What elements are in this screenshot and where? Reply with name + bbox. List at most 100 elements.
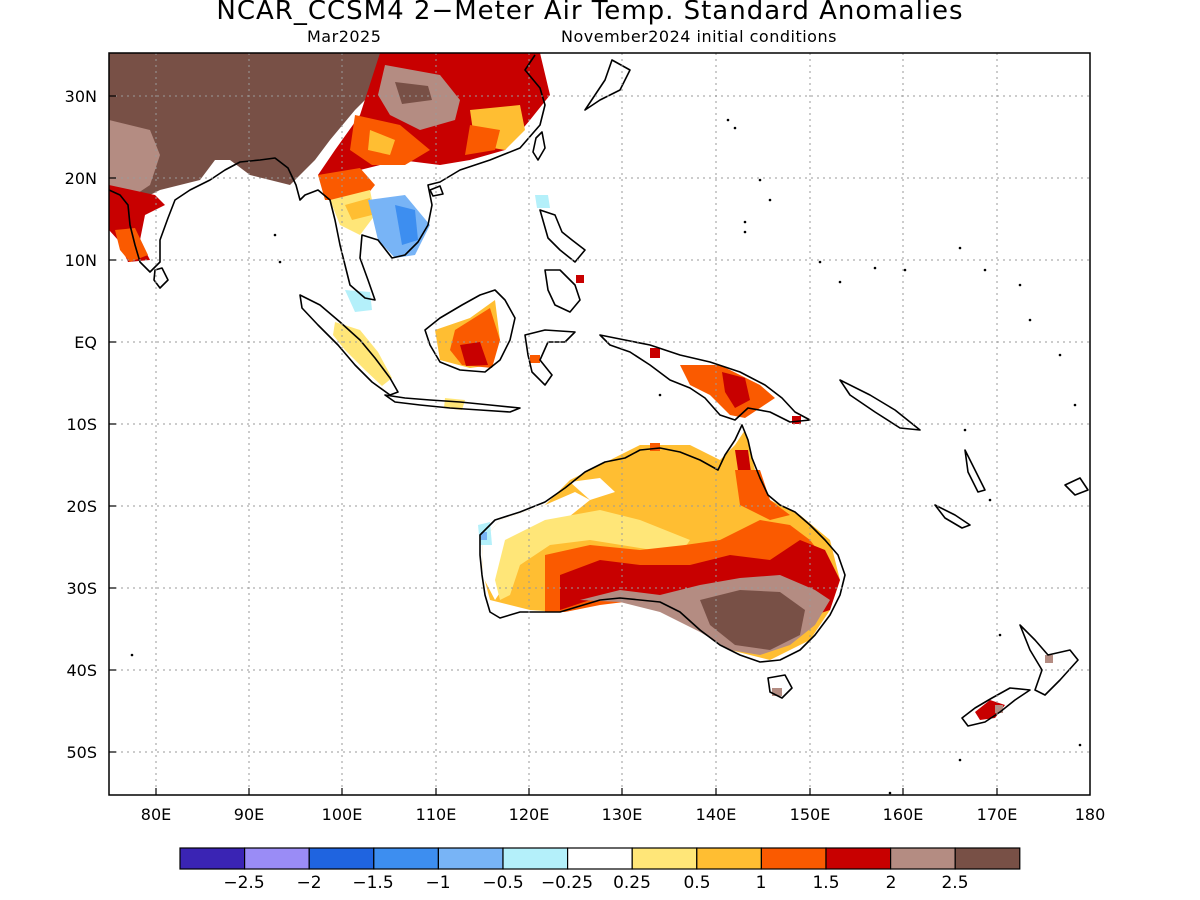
anomaly-region-nt-red <box>650 443 660 451</box>
anomaly-region-australia-yellow-band <box>495 510 690 600</box>
longitude-labels: 80E 90E 100E 110E 120E 130E 140E 150E 16… <box>141 805 1106 824</box>
legend-swatch-6 <box>502 847 569 870</box>
lat-lon-grid <box>109 53 1090 795</box>
legend-swatch-8 <box>631 847 698 870</box>
legend-swatch-2 <box>244 847 310 870</box>
anomaly-region-sumatra <box>333 322 392 386</box>
anomaly-region-australia-west-blue-core <box>481 532 487 540</box>
legend-label-9: 1 <box>756 873 767 893</box>
anomaly-region-borneo-red <box>460 342 488 366</box>
lon-label-100e: 100E <box>322 805 363 824</box>
coastline-new-caledonia <box>934 504 971 529</box>
lat-label-10n: 10N <box>65 251 97 270</box>
anomaly-region-malaya <box>345 290 372 312</box>
anomaly-region-indochina-blue-core <box>395 205 418 245</box>
coastline-solomons <box>839 379 921 431</box>
coastline-java <box>384 394 521 413</box>
anomaly-region-india-north <box>109 120 160 200</box>
coastline-fiji <box>1064 477 1089 496</box>
legend-label-1: −2.5 <box>223 873 264 893</box>
lat-label-20n: 20N <box>65 169 97 188</box>
lon-label-90e: 90E <box>234 805 264 824</box>
coastline-borneo <box>424 289 516 373</box>
coastline-australia <box>479 424 846 663</box>
lat-label-30n: 30N <box>65 87 97 106</box>
legend-label-7: 0.25 <box>613 873 651 893</box>
lat-label-40s: 40S <box>66 661 97 680</box>
anomaly-region-tasmania <box>772 688 782 696</box>
anomaly-region-new-zealand-north <box>1045 655 1053 663</box>
axis-ticks <box>109 95 998 795</box>
coastline-new-guinea <box>599 334 811 423</box>
legend-swatch-12 <box>889 847 956 870</box>
anomaly-region-australia-dark-brown <box>700 590 805 650</box>
legend-label-12: 2.5 <box>941 873 968 893</box>
forecast-month: Mar2025 <box>307 27 382 46</box>
lat-label-30s: 30S <box>66 579 97 598</box>
legend-label-5: −0.5 <box>482 873 523 893</box>
lon-label-80e: 80E <box>141 805 171 824</box>
legend-swatch-7 <box>566 847 633 870</box>
coastlines <box>109 54 1089 727</box>
anomaly-region-china-coast <box>465 125 500 155</box>
coastline-philippines-luzon <box>539 209 586 263</box>
coastline-tasmania <box>767 674 793 699</box>
lon-label-150e: 150E <box>790 805 831 824</box>
legend-label-8: 0.5 <box>683 873 710 893</box>
anomaly-region-queensland-orange <box>735 470 790 520</box>
legend-swatch-10 <box>760 847 827 870</box>
latitude-labels: 30N 20N 10N EQ 10S 20S 30S 40S 50S <box>65 87 97 762</box>
legend-swatch-1 <box>179 847 246 870</box>
legend-swatch-13 <box>954 847 1021 870</box>
coastline-sulawesi <box>524 329 576 386</box>
lat-label-20s: 20S <box>66 497 97 516</box>
coastline-taiwan <box>532 131 546 161</box>
legend-colorbar <box>179 847 1021 870</box>
coastline-sumatra <box>299 294 399 396</box>
lon-label-120e: 120E <box>509 805 550 824</box>
lat-label-10s: 10S <box>66 415 97 434</box>
anomaly-region-sulawesi <box>530 355 540 363</box>
lon-label-110e: 110E <box>416 805 457 824</box>
anomaly-region-tibet <box>109 53 385 205</box>
legend-label-3: −1.5 <box>352 873 393 893</box>
anomaly-region-australia-north-white <box>570 478 615 500</box>
coastline-new-zealand-south <box>961 687 1031 727</box>
lon-label-180: 180 <box>1075 805 1106 824</box>
legend-swatch-5 <box>437 847 504 870</box>
lon-label-130e: 130E <box>602 805 643 824</box>
lat-label-50s: 50S <box>66 743 97 762</box>
coastline-vanuatu <box>964 449 986 493</box>
map-title: NCAR_CCSM4 2−Meter Air Temp. Standard An… <box>216 0 964 26</box>
legend-label-2: −2 <box>296 873 321 893</box>
legend-swatch-3 <box>308 847 375 870</box>
coastline-philippines-south <box>544 269 581 313</box>
legend-swatch-9 <box>696 847 762 870</box>
legend-labels: −2.5 −2 −1.5 −1 −0.5 −0.25 0.25 0.5 1 1.… <box>223 873 968 893</box>
lon-label-140e: 140E <box>696 805 737 824</box>
coastline-japan <box>584 59 631 111</box>
legend-label-6: −0.25 <box>541 873 593 893</box>
anomaly-region-new-britain <box>792 416 801 424</box>
island-dots <box>130 118 1082 795</box>
legend-swatch-11 <box>825 847 892 870</box>
anomaly-region-new-guinea-red <box>722 372 750 408</box>
initial-conditions: November2024 initial conditions <box>561 27 837 46</box>
legend-swatch-4 <box>373 847 439 870</box>
coastline-new-zealand-north <box>1019 624 1079 696</box>
coastline-south-asia <box>109 54 546 301</box>
anomaly-region-south-china-yellow <box>368 130 395 155</box>
lon-label-170e: 170E <box>977 805 1018 824</box>
coastline-sri-lanka <box>153 267 169 289</box>
legend-label-10: 1.5 <box>812 873 839 893</box>
lat-label-eq: EQ <box>74 333 97 352</box>
coastline-hainan <box>429 185 444 197</box>
anomaly-region-india-south <box>115 228 148 262</box>
anomaly-region-philippines-red <box>576 275 584 283</box>
anomaly-region-new-zealand-south-brown <box>995 705 1003 713</box>
anomaly-region-china-brown-core <box>395 82 432 104</box>
legend-label-11: 2 <box>886 873 897 893</box>
anomaly-region-thailand-orange <box>345 198 372 220</box>
anomaly-region-philippines <box>535 195 550 208</box>
